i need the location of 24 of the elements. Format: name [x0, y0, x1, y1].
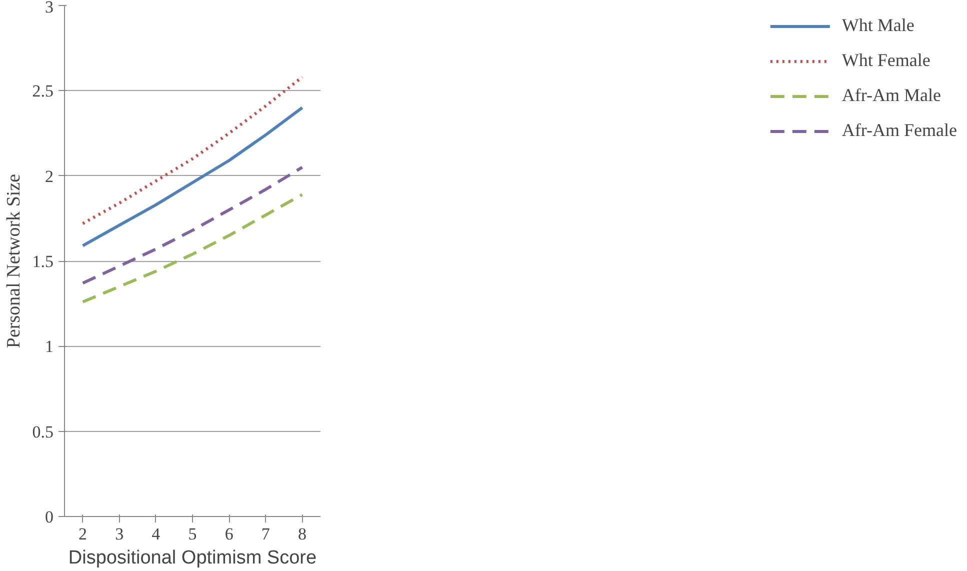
legend-label: Wht Male [842, 15, 914, 36]
legend-label: Afr-Am Female [842, 120, 957, 141]
x-tick-label: 5 [188, 524, 197, 544]
y-tick-label: 1.5 [32, 252, 54, 271]
y-tick-label: 2.5 [32, 82, 54, 101]
y-tick-label: 0.5 [32, 422, 54, 442]
line-series [81, 76, 304, 226]
y-tick-label: 0 [45, 508, 54, 526]
legend-label: Afr-Am Male [842, 85, 941, 106]
x-tick-label: 4 [152, 524, 161, 544]
x-tick-label: 7 [261, 524, 270, 544]
y-axis-title: Personal Network Size [3, 174, 24, 348]
x-tick-label: 6 [224, 524, 234, 544]
y-tick-label: 3 [45, 0, 54, 16]
y-tick-label: 1 [45, 337, 54, 356]
x-tick-label: 8 [298, 524, 306, 544]
y-tick-label: 2 [45, 166, 54, 186]
line-series [81, 106, 304, 248]
line-series [81, 166, 304, 285]
x-tick-label: 3 [115, 524, 124, 544]
x-tick-label: 2 [78, 524, 88, 544]
line-series [81, 193, 304, 304]
legend-label: Wht Female [842, 50, 930, 71]
x-axis-title: Dispositional Optimism Score [68, 548, 317, 568]
